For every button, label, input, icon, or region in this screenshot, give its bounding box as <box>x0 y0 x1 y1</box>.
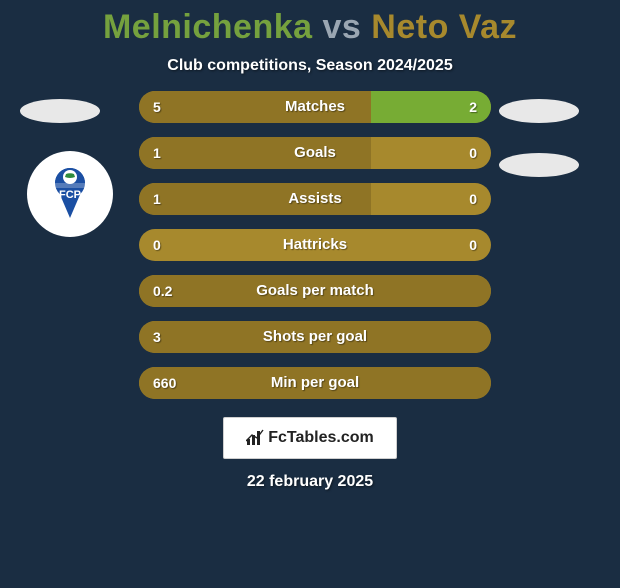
brand-text: FcTables.com <box>268 429 374 447</box>
stat-label: Goals <box>139 137 491 169</box>
stats-stage: FCP 52Matches 10Goals 10Assists 00Hattricks… <box>0 91 620 531</box>
vs-text: vs <box>323 8 362 46</box>
stat-label: Assists <box>139 183 491 215</box>
oval-top-right <box>499 99 579 123</box>
stat-bar: 0.2Goals per match <box>139 275 491 307</box>
stat-bar: 660Min per goal <box>139 367 491 399</box>
player1-name: Melnichenka <box>103 8 313 46</box>
player2-name: Neto Vaz <box>371 8 517 46</box>
stat-bars: 52Matches 10Goals 10Assists 00Hattricks 0.2G… <box>139 91 491 413</box>
bars-chart-icon <box>246 429 264 447</box>
stat-bar: 00Hattricks <box>139 229 491 261</box>
svg-text:FCP: FCP <box>59 189 81 201</box>
stat-label: Goals per match <box>139 275 491 307</box>
stat-label: Hattricks <box>139 229 491 261</box>
oval-top-left <box>20 99 100 123</box>
date-text: 22 february 2025 <box>0 473 620 491</box>
stat-label: Shots per goal <box>139 321 491 353</box>
stat-bar: 10Assists <box>139 183 491 215</box>
stat-bar: 52Matches <box>139 91 491 123</box>
comparison-title: Melnichenka vs Neto Vaz <box>0 8 620 47</box>
oval-mid-right <box>499 153 579 177</box>
stat-label: Min per goal <box>139 367 491 399</box>
stat-label: Matches <box>139 91 491 123</box>
crest-icon: FCP <box>36 160 104 228</box>
subtitle-text: Club competitions, Season 2024/2025 <box>0 57 620 75</box>
stat-bar: 3Shots per goal <box>139 321 491 353</box>
club-crest-left: FCP <box>27 151 113 237</box>
brand-box[interactable]: FcTables.com <box>223 417 397 459</box>
stat-bar: 10Goals <box>139 137 491 169</box>
